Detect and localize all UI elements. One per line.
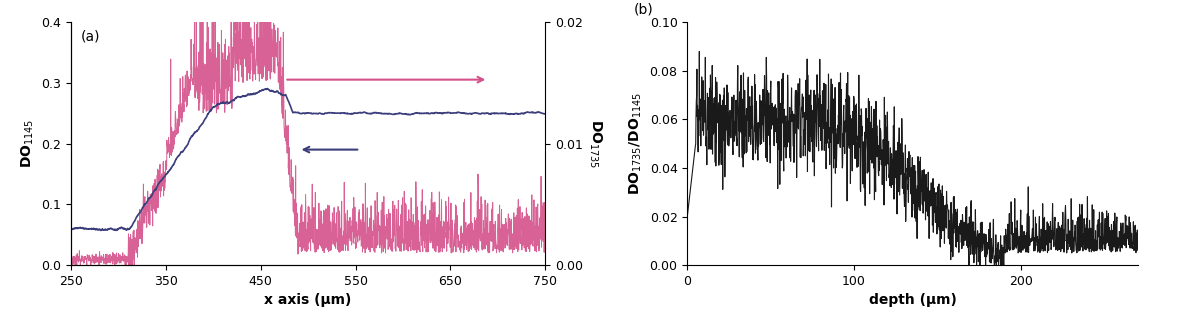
Text: (b): (b) bbox=[633, 3, 653, 17]
X-axis label: x axis (μm): x axis (μm) bbox=[264, 294, 352, 308]
Text: (a): (a) bbox=[81, 29, 100, 43]
Y-axis label: DO$_{1735}$/DO$_{1145}$: DO$_{1735}$/DO$_{1145}$ bbox=[628, 92, 643, 195]
Y-axis label: DO$_{1735}$: DO$_{1735}$ bbox=[588, 119, 603, 168]
X-axis label: depth (μm): depth (μm) bbox=[869, 294, 956, 308]
Y-axis label: DO$_{1145}$: DO$_{1145}$ bbox=[19, 119, 36, 168]
